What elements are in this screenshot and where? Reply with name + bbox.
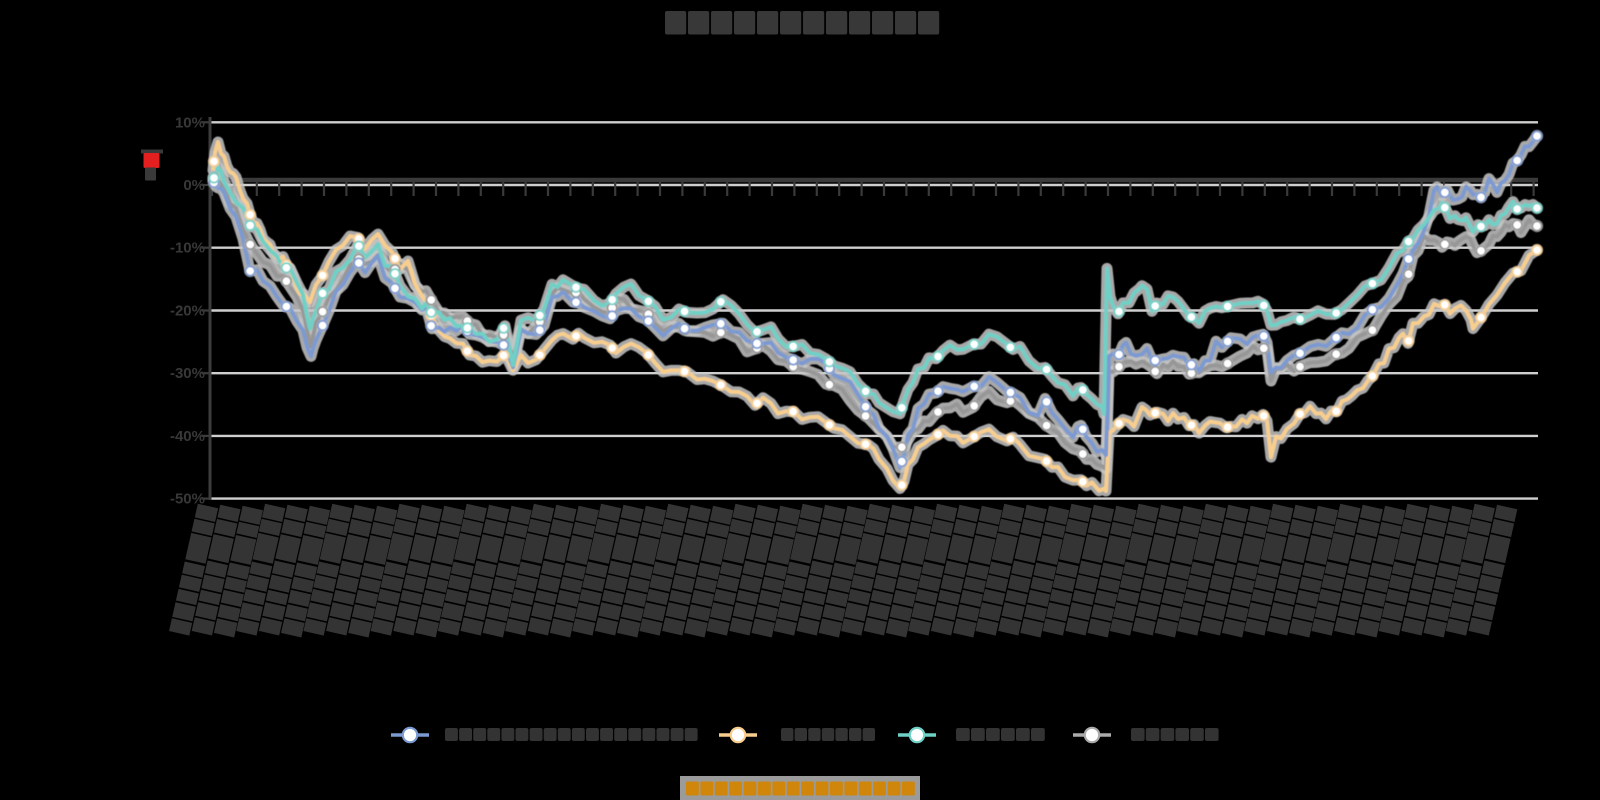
svg-text:-10%: -10%: [170, 240, 205, 257]
svg-text:-50%: -50%: [170, 491, 205, 508]
svg-text:10%: 10%: [175, 114, 205, 131]
svg-text:-40%: -40%: [170, 428, 205, 445]
svg-text:-20%: -20%: [170, 303, 205, 320]
svg-text:-30%: -30%: [170, 365, 205, 382]
svg-text:0%: 0%: [183, 177, 205, 194]
